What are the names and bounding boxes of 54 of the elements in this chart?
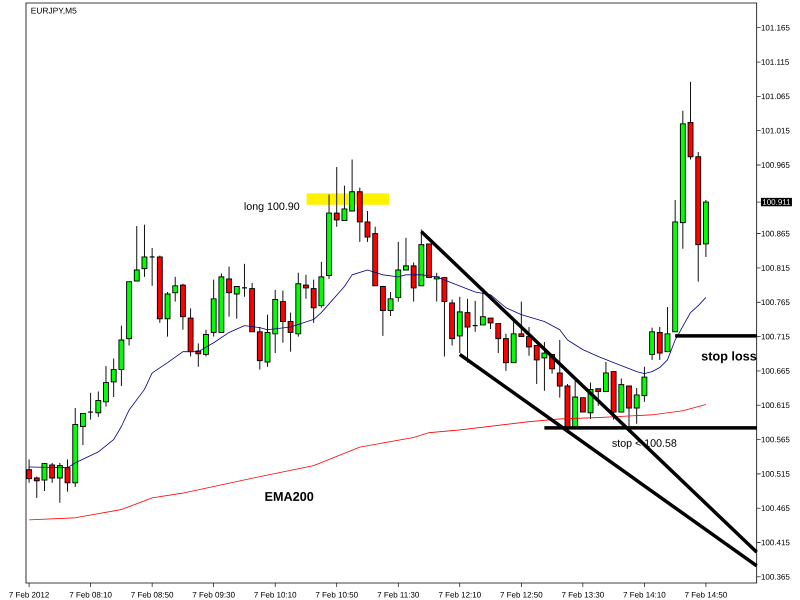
y-tick-label: 100.815 xyxy=(762,265,790,271)
annotation: long 100.90 xyxy=(244,202,300,212)
x-tick-label: 7 Feb 14:10 xyxy=(623,592,666,598)
y-tick-label: 101.115 xyxy=(762,59,789,65)
candlestick xyxy=(534,345,540,384)
candlestick xyxy=(634,388,640,424)
y-tick-label: 100.911 xyxy=(762,199,790,205)
candlestick xyxy=(649,327,656,360)
x-tick-label: 7 Feb 10:50 xyxy=(316,592,358,598)
y-tick-label: 100.865 xyxy=(762,230,790,236)
candlestick xyxy=(234,286,240,320)
y-tick-label: 100.765 xyxy=(762,299,790,306)
y-tick-label: 100.365 xyxy=(762,574,790,580)
candlestick xyxy=(103,366,109,408)
candlestick xyxy=(134,226,140,282)
y-tick-label: 100.515 xyxy=(762,471,790,477)
x-tick-label: 7 Feb 11:30 xyxy=(378,592,420,598)
y-tick-label: 101.065 xyxy=(762,94,790,100)
candlestick xyxy=(142,224,148,278)
candlestick xyxy=(556,340,563,398)
series-label: EMA200 xyxy=(265,492,314,501)
y-tick-label: 101.165 xyxy=(762,24,790,31)
y-tick-label: 100.565 xyxy=(762,436,790,442)
y-tick-label: 100.415 xyxy=(762,540,790,546)
x-tick-label: 7 Feb 10:10 xyxy=(254,592,296,598)
x-tick-label: 7 Feb 08:50 xyxy=(131,592,174,598)
annotation: stop loss xyxy=(702,351,756,364)
candlestick xyxy=(664,306,670,352)
x-tick-label: 7 Feb 14:50 xyxy=(684,592,727,598)
candlestick xyxy=(495,323,502,354)
candlestick xyxy=(95,391,102,418)
chart-title: EURJPY,M5 xyxy=(31,8,76,15)
candlestick xyxy=(203,329,209,357)
y-tick-label: 100.465 xyxy=(762,505,790,512)
y-tick-label: 100.615 xyxy=(762,402,790,408)
candlestick xyxy=(110,358,117,398)
x-tick-label: 7 Feb 09:30 xyxy=(192,592,235,598)
candlestick xyxy=(364,210,370,242)
y-tick-label: 100.965 xyxy=(762,162,790,168)
x-tick-label: 7 Feb 12:50 xyxy=(500,592,542,598)
x-tick-label: 7 Feb 13:30 xyxy=(562,592,604,598)
candlestick xyxy=(34,476,40,498)
x-tick-label: 7 Feb 12:10 xyxy=(438,592,481,598)
x-tick-label: 7 Feb 08:10 xyxy=(70,592,112,598)
candlestick xyxy=(656,326,663,360)
y-tick-label: 101.015 xyxy=(762,128,790,134)
candlestick xyxy=(641,366,648,402)
candlestick xyxy=(80,412,86,446)
x-tick-label: 7 Feb 2012 xyxy=(9,592,49,598)
y-tick-label: 100.665 xyxy=(762,368,790,374)
candlestick xyxy=(595,388,602,406)
candlestick xyxy=(334,166,340,228)
candlestick xyxy=(172,276,178,302)
y-tick-label: 100.715 xyxy=(762,334,790,340)
